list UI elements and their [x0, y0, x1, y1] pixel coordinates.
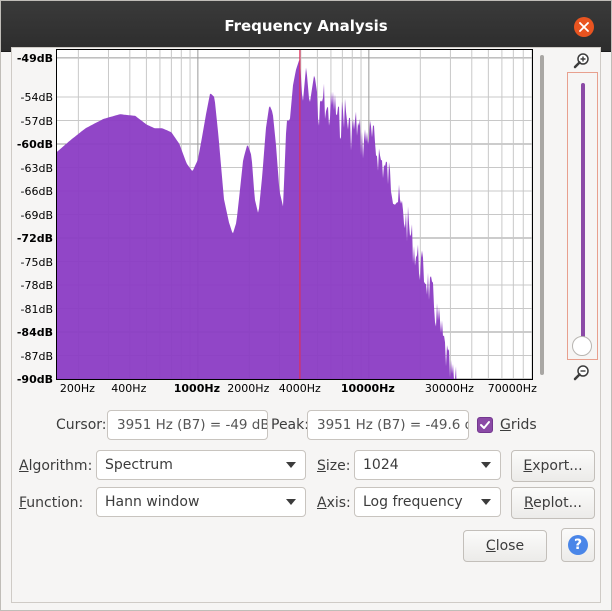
y-axis-labels: -49dB -54dB -57dB -60dB -63dB -66dB -69dB -72dB…: [13, 49, 54, 386]
y-tick-label: -49dB: [16, 51, 53, 65]
peak-readout-field[interactable]: 3951 Hz (B7) = -49.6 dB: [307, 410, 469, 440]
cursor-label: Cursor:: [56, 417, 107, 433]
scrollbar-thumb[interactable]: [540, 55, 544, 375]
x-tick-label: 10000Hz: [340, 382, 395, 395]
function-select[interactable]: Hann window: [96, 487, 306, 517]
window-title: Frequency Analysis: [224, 17, 388, 35]
axis-label: Axis:: [317, 495, 351, 511]
algorithm-value: Spectrum: [105, 457, 173, 473]
zoom-slider-rail: [581, 83, 585, 348]
size-value: 1024: [363, 457, 399, 473]
zoom-in-button[interactable]: [572, 51, 592, 71]
y-tick-label: -81dB: [20, 302, 54, 316]
algorithm-label: Algorithm:: [19, 458, 93, 474]
y-tick-label: -87dB: [20, 349, 54, 363]
checkmark-icon: [480, 421, 490, 429]
export-button[interactable]: Export...: [511, 450, 595, 482]
plot-vertical-scrollbar[interactable]: [538, 55, 546, 375]
y-tick-label: -66dB: [20, 185, 54, 198]
help-icon: ?: [568, 535, 588, 555]
y-tick-label: -54dB: [20, 91, 54, 104]
spectrum-chart-svg: [57, 50, 532, 379]
grids-label[interactable]: Grids: [500, 417, 537, 433]
window-close-button[interactable]: [574, 17, 594, 37]
x-tick-label: 400Hz: [111, 382, 147, 395]
function-label: Function:: [19, 495, 84, 511]
help-button[interactable]: ?: [561, 528, 595, 562]
peak-label: Peak:: [271, 417, 309, 433]
chevron-down-icon: [481, 462, 491, 468]
size-label: Size:: [317, 458, 351, 474]
y-tick-label: -60dB: [16, 138, 53, 151]
grids-checkbox[interactable]: [477, 417, 493, 433]
x-axis-labels: 200Hz 400Hz 1000Hz 2000Hz 4000Hz 10000Hz 30000…: [56, 382, 541, 402]
replot-button[interactable]: Replot...: [511, 487, 595, 519]
function-value: Hann window: [105, 494, 200, 510]
y-tick-label: -57dB: [20, 114, 54, 128]
spectrum-plot[interactable]: [56, 49, 533, 380]
y-tick-label: -72dB: [16, 232, 53, 245]
size-select[interactable]: 1024: [354, 450, 501, 480]
zoom-in-icon: [573, 53, 589, 69]
chevron-down-icon: [286, 499, 296, 505]
y-tick-label: -78dB: [20, 279, 54, 292]
y-tick-label: -69dB: [20, 208, 54, 222]
close-icon: [579, 22, 589, 32]
close-button[interactable]: Close: [463, 530, 547, 562]
x-tick-label: 2000Hz: [227, 382, 270, 395]
x-tick-label: 30000Hz: [424, 382, 474, 395]
cursor-readout-field[interactable]: 3951 Hz (B7) = -49 dB: [107, 410, 268, 440]
axis-select[interactable]: Log frequency: [354, 487, 501, 517]
zoom-slider-knob[interactable]: [572, 336, 592, 356]
y-tick-label: -84dB: [16, 326, 53, 339]
chevron-down-icon: [286, 462, 296, 468]
algorithm-select[interactable]: Spectrum: [96, 450, 306, 480]
chevron-down-icon: [481, 499, 491, 505]
zoom-out-icon: [573, 365, 589, 381]
x-tick-label: 4000Hz: [278, 382, 321, 395]
title-bar: Frequency Analysis: [1, 1, 611, 52]
zoom-out-button[interactable]: [572, 363, 592, 383]
zoom-slider[interactable]: [567, 72, 598, 360]
axis-value: Log frequency: [363, 494, 463, 510]
y-tick-label: -90dB: [16, 373, 53, 386]
y-tick-label: -75dB: [20, 255, 54, 269]
spectrum-area: [57, 59, 532, 379]
x-tick-label: 70000Hz: [487, 382, 537, 395]
x-tick-label: 1000Hz: [173, 382, 220, 395]
x-tick-label: 200Hz: [59, 382, 95, 395]
y-tick-label: -63dB: [20, 161, 54, 175]
